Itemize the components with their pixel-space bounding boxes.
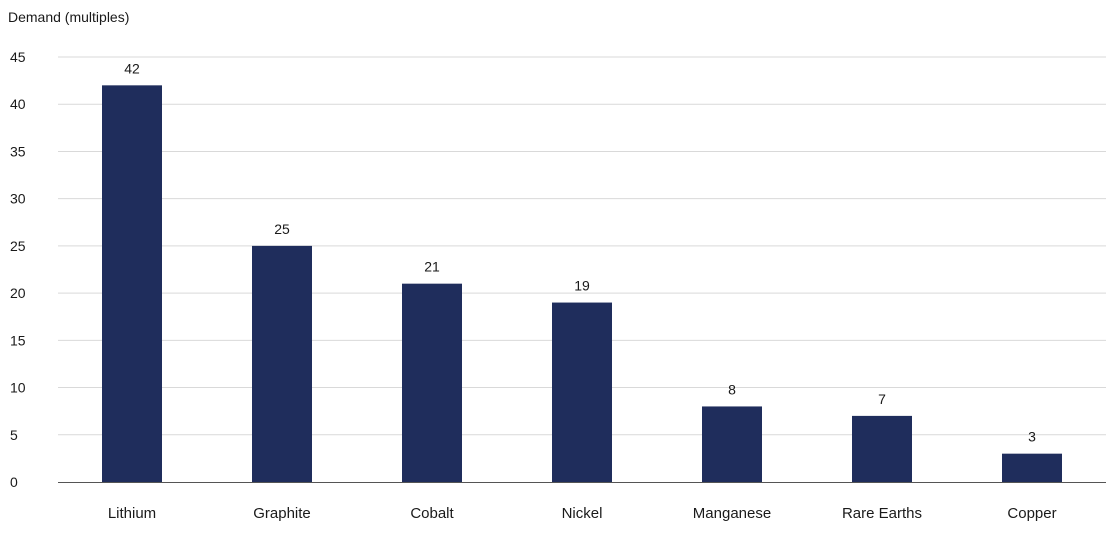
bar-nickel <box>552 302 612 482</box>
y-axis-title: Demand (multiples) <box>8 9 129 25</box>
x-tick-label: Copper <box>1007 505 1056 522</box>
x-tick-label: Lithium <box>108 505 156 522</box>
y-tick-label: 10 <box>10 380 26 396</box>
x-tick-label: Graphite <box>253 505 311 522</box>
y-tick-label: 45 <box>10 49 26 65</box>
y-axis-ticks: 0 5 10 15 20 25 30 35 40 45 <box>10 49 26 490</box>
gridlines <box>58 56 1106 436</box>
x-tick-label: Nickel <box>562 505 603 522</box>
x-tick-label: Manganese <box>693 505 771 522</box>
bar-graphite <box>252 245 312 482</box>
x-tick-label: Rare Earths <box>842 505 922 522</box>
data-label: 25 <box>274 221 290 237</box>
data-label: 8 <box>728 381 736 397</box>
y-tick-label: 25 <box>10 238 26 254</box>
data-label: 42 <box>124 60 140 76</box>
y-tick-label: 15 <box>10 332 26 348</box>
y-tick-label: 30 <box>10 191 26 207</box>
x-tick-label: Cobalt <box>410 505 454 522</box>
bar-cobalt <box>402 283 462 482</box>
y-tick-label: 35 <box>10 143 26 159</box>
data-labels: 42 25 21 19 8 7 3 <box>124 60 1036 444</box>
y-tick-label: 5 <box>10 427 18 443</box>
bar-copper <box>1002 453 1062 482</box>
bars <box>102 85 1062 482</box>
data-label: 7 <box>878 391 886 407</box>
bar-manganese <box>702 406 762 482</box>
data-label: 21 <box>424 259 440 275</box>
y-tick-label: 20 <box>10 285 26 301</box>
y-tick-label: 0 <box>10 474 18 490</box>
x-axis-ticks: Lithium Graphite Cobalt Nickel Manganese Rare… <box>108 505 1057 522</box>
bar-rare-earths <box>852 415 912 482</box>
bar-lithium <box>102 85 162 482</box>
data-label: 3 <box>1028 429 1036 445</box>
data-label: 19 <box>574 278 590 294</box>
y-tick-label: 40 <box>10 96 26 112</box>
